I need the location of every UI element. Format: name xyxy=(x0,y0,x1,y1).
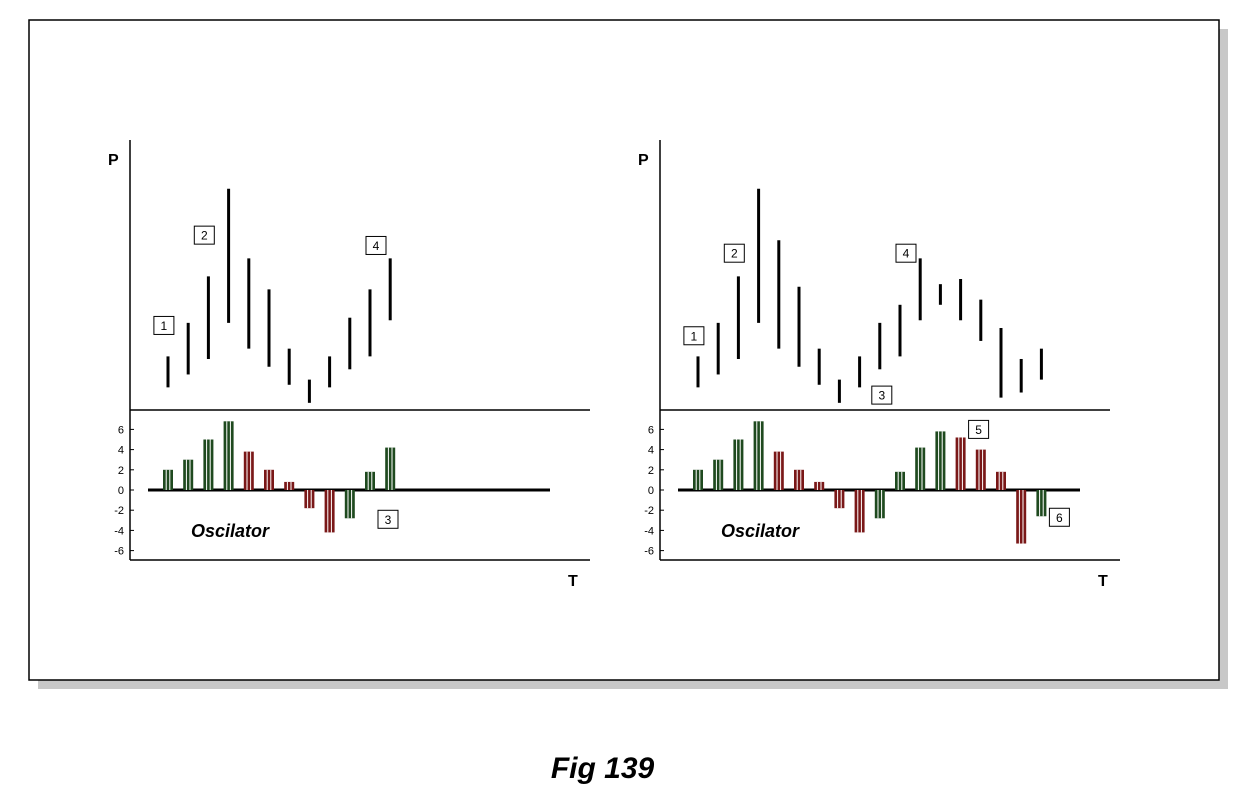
oscillator-bar xyxy=(794,469,804,490)
oscillator-bar xyxy=(854,490,865,533)
oscillator-tick-label: -2 xyxy=(114,505,124,517)
oscillator-tick-label: 6 xyxy=(118,424,124,436)
oscillator-tick-label: 4 xyxy=(648,445,654,457)
oscillator-bar xyxy=(996,471,1006,490)
oscillator-tick-label: 4 xyxy=(118,445,124,457)
annotation-label: 1 xyxy=(153,315,175,335)
oscillator-bar xyxy=(1036,490,1047,517)
annotation-label: 5 xyxy=(968,419,990,439)
svg-text:4: 4 xyxy=(373,239,380,253)
annotation-label: 4 xyxy=(365,235,387,255)
price-axis-label: P xyxy=(108,152,119,169)
time-axis-label: T xyxy=(568,573,578,590)
oscillator-bar xyxy=(1016,490,1027,544)
svg-text:6: 6 xyxy=(1056,511,1063,525)
oscillator-bar xyxy=(895,471,905,490)
oscillator-bar xyxy=(915,447,926,490)
oscillator-tick-label: -4 xyxy=(114,525,124,537)
svg-text:2: 2 xyxy=(201,229,208,243)
oscillator-bar xyxy=(344,490,355,519)
oscillator-bar xyxy=(733,439,744,490)
oscillator-bar xyxy=(304,490,315,509)
oscillator-bar xyxy=(264,469,274,490)
oscillator-bar xyxy=(713,459,724,490)
oscillator-bar xyxy=(365,471,375,490)
frame xyxy=(28,19,1220,681)
annotation-label: 1 xyxy=(683,326,705,346)
oscillator-tick-label: 2 xyxy=(648,465,654,477)
chart-left: P T Oscilator 6 4 2 0 -2 -4 -6 1 2 4 3 xyxy=(108,140,590,590)
oscillator-bar xyxy=(874,490,885,519)
svg-text:4: 4 xyxy=(903,247,910,261)
oscillator-tick-label: 2 xyxy=(118,465,124,477)
annotation-label: 2 xyxy=(723,243,745,263)
chart-right: P T Oscilator 6 4 2 0 -2 -4 -6 1 2 4 3 5 6 xyxy=(638,140,1120,590)
oscillator-bar xyxy=(753,421,764,490)
oscillator-bar xyxy=(243,451,254,490)
oscillator-bar xyxy=(935,431,946,490)
oscillator-bar xyxy=(163,469,173,490)
oscillator-tick-label: 0 xyxy=(118,485,124,497)
oscillator-bar xyxy=(183,459,194,490)
oscillator-bar xyxy=(385,447,396,490)
svg-text:1: 1 xyxy=(161,319,168,333)
oscillator-tick-label: 0 xyxy=(648,485,654,497)
figure-caption: Fig 139 xyxy=(550,752,655,785)
oscillator-bar xyxy=(834,490,845,509)
oscillator-tick-label: -4 xyxy=(644,525,654,537)
oscillator-tick-label: -6 xyxy=(644,546,654,558)
svg-text:3: 3 xyxy=(385,513,392,527)
oscillator-tick-label: -2 xyxy=(644,505,654,517)
price-axis-label: P xyxy=(638,152,649,169)
oscillator-bar xyxy=(223,421,234,490)
annotation-label: 6 xyxy=(1048,507,1070,527)
annotation-label: 3 xyxy=(871,385,893,405)
oscillator-tick-label: 6 xyxy=(648,424,654,436)
svg-text:5: 5 xyxy=(975,423,982,437)
svg-text:2: 2 xyxy=(731,247,738,261)
svg-text:1: 1 xyxy=(691,329,698,343)
oscillator-bar xyxy=(693,469,703,490)
annotation-label: 3 xyxy=(377,509,399,529)
time-axis-label: T xyxy=(1098,573,1108,590)
annotation-label: 2 xyxy=(193,225,215,245)
oscillator-bar xyxy=(284,481,295,490)
oscillator-bar xyxy=(975,449,986,490)
oscillator-bar xyxy=(203,439,214,490)
oscillator-bar xyxy=(955,437,966,490)
oscillator-bar xyxy=(814,481,825,490)
svg-text:3: 3 xyxy=(878,389,885,403)
oscillator-bar xyxy=(324,490,335,533)
oscillator-label: Oscilator xyxy=(191,521,270,541)
oscillator-tick-label: -6 xyxy=(114,546,124,558)
oscillator-bar xyxy=(773,451,784,490)
oscillator-label: Oscilator xyxy=(721,521,800,541)
annotation-label: 4 xyxy=(895,243,917,263)
